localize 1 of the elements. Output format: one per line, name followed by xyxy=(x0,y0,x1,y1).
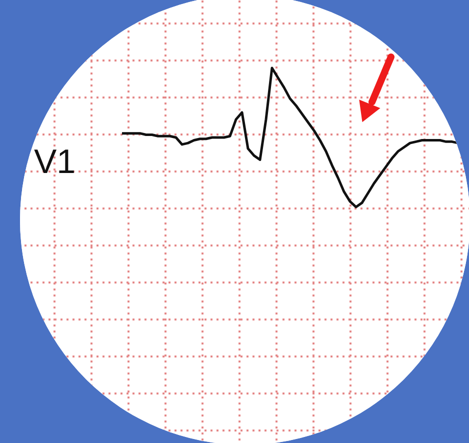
text: V1 xyxy=(34,143,76,181)
